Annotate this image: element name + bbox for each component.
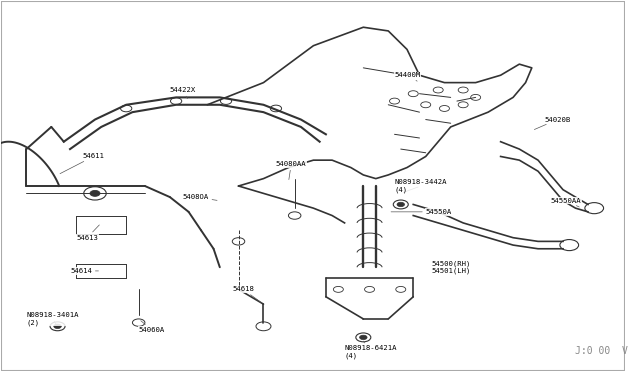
Circle shape — [397, 202, 404, 207]
Circle shape — [360, 335, 367, 340]
Text: J:0 00  V: J:0 00 V — [575, 346, 628, 356]
Text: 54618: 54618 — [232, 286, 261, 302]
Circle shape — [54, 324, 61, 328]
Text: 54550AA: 54550AA — [550, 198, 581, 207]
Text: 54060A: 54060A — [139, 321, 165, 333]
Text: 54080AA: 54080AA — [276, 161, 307, 180]
Text: 54422X: 54422X — [170, 87, 196, 99]
Text: 54400M: 54400M — [394, 72, 420, 81]
Text: 54020B: 54020B — [534, 116, 570, 129]
Text: N08918-3401A
(2): N08918-3401A (2) — [26, 312, 79, 326]
Text: N08918-3442A
(4): N08918-3442A (4) — [394, 179, 447, 193]
Text: 5408OA: 5408OA — [182, 194, 217, 201]
Text: 54550A: 54550A — [391, 209, 452, 215]
Text: 54614: 54614 — [70, 268, 99, 274]
Circle shape — [90, 190, 100, 196]
Text: 54611: 54611 — [60, 154, 104, 174]
Text: N08918-6421A
(4): N08918-6421A (4) — [344, 341, 397, 359]
Text: 54500(RH)
54501(LH): 54500(RH) 54501(LH) — [432, 260, 471, 274]
Text: 54613: 54613 — [76, 225, 99, 241]
